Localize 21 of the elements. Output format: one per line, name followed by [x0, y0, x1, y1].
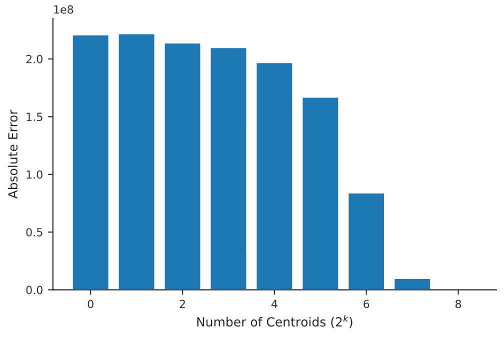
bar	[163, 42, 202, 290]
x-tick-label: 6	[364, 300, 370, 308]
y-tick-label: 0.5	[26, 228, 42, 236]
x-tick-label: 8	[456, 300, 462, 308]
bar	[393, 278, 432, 290]
x-tick-label: 4	[271, 300, 278, 308]
y-tick-label: 2.0	[26, 54, 42, 64]
y-tick-label: 1.5	[26, 112, 42, 122]
y-axis-title: Absolute Error	[8, 110, 18, 199]
bar	[255, 62, 294, 290]
x-tick-label: 0	[88, 300, 94, 308]
text: 1e8	[54, 5, 74, 14]
bar	[347, 192, 386, 290]
y-tick-label: 1.0	[26, 170, 42, 179]
bar	[301, 96, 340, 290]
x-axis-title: Number of Centroids (2$^{k}$)	[197, 315, 352, 328]
bar	[117, 32, 156, 290]
bar	[209, 46, 248, 290]
x-tick-label: 2	[180, 300, 185, 308]
bar	[72, 34, 110, 290]
y-tick-label: 0.0	[26, 286, 42, 294]
